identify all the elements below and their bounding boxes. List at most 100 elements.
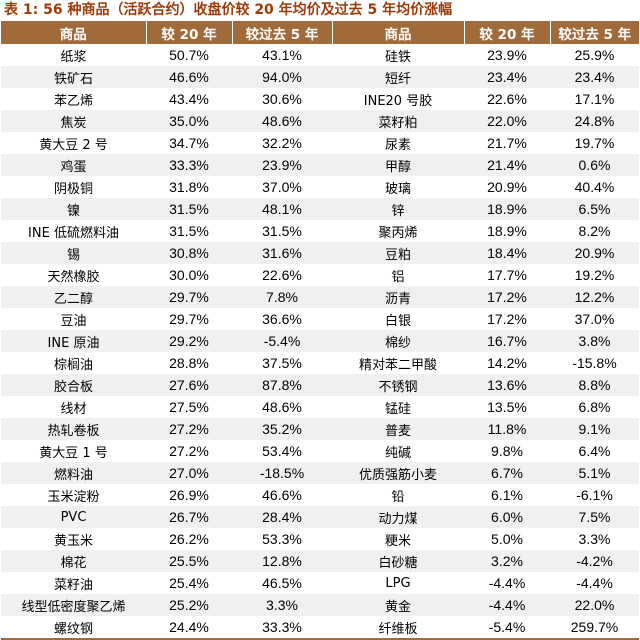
- cell-vs-20y-left: 34.7%: [169, 135, 209, 151]
- cell-vs-20y-left: 29.2%: [146, 330, 232, 352]
- cell-vs-5y-left: 35.2%: [232, 418, 332, 440]
- cell-commodity-right: 铝: [391, 269, 405, 285]
- cell-vs-5y-right: -15.8%: [572, 355, 617, 371]
- cell-vs-5y-left: 22.6%: [262, 267, 302, 283]
- cell-vs-20y-right: 16.7%: [464, 330, 550, 352]
- cell-vs-5y-right: 0.6%: [550, 154, 639, 176]
- cell-commodity-right: 铅: [391, 489, 405, 505]
- cell-vs-5y-left: 43.1%: [262, 47, 302, 63]
- cell-vs-5y-right: -6.1%: [576, 487, 613, 503]
- cell-vs-20y-right: 21.4%: [464, 154, 550, 176]
- cell-commodity-left: 菜籽油: [53, 577, 93, 593]
- cell-commodity-left: INE 原油: [1, 330, 146, 352]
- cell-vs-5y-right: 24.8%: [550, 110, 639, 132]
- cell-vs-5y-left: 37.0%: [262, 179, 302, 195]
- cell-commodity-right: 玻璃: [384, 181, 411, 197]
- header-vs-5y-right: 较过去 5 年: [550, 21, 639, 44]
- table-title: 表 1: 56 种商品（活跃合约）收盘价较 20 年均价及过去 5 年均价涨幅: [4, 2, 453, 18]
- table-row: 镍 31.5% 48.1% 锌 18.9% 6.5%: [1, 198, 639, 220]
- cell-vs-5y-left: 48.1%: [232, 198, 332, 220]
- cell-vs-20y-left: 26.7%: [146, 506, 232, 528]
- cell-commodity-left: 鸡蛋: [1, 154, 146, 176]
- table-row: 黄大豆 1 号 27.2% 53.4% 纯碱 9.8% 6.4%: [1, 440, 639, 462]
- table-row: 菜籽油 25.4% 46.5% LPG -4.4% -4.4%: [1, 572, 639, 594]
- table-row: 铁矿石 46.6% 94.0% 短纤 23.4% 23.4%: [1, 66, 639, 88]
- cell-vs-20y-right: 17.2%: [487, 311, 527, 327]
- cell-vs-20y-left: 31.5%: [169, 223, 209, 239]
- cell-vs-20y-left: 31.8%: [169, 179, 209, 195]
- table-body: 纸浆 50.7% 43.1% 硅铁 23.9% 25.9% 铁矿石 46.6% 94.0% 短纤 2…: [1, 44, 639, 638]
- cell-vs-20y-left: 27.6%: [146, 374, 232, 396]
- cell-vs-20y-left: 29.7%: [146, 286, 232, 308]
- cell-commodity-right: 粳米: [384, 533, 411, 549]
- cell-vs-20y-right: 18.9%: [464, 198, 550, 220]
- cell-vs-20y-right: 21.7%: [487, 135, 527, 151]
- cell-vs-20y-left: 50.7%: [169, 47, 209, 63]
- header-vs-20y-left: 较 20 年: [146, 21, 233, 44]
- cell-vs-5y-right: 8.2%: [578, 223, 611, 239]
- cell-commodity-left: 纸浆: [60, 49, 87, 65]
- cell-vs-20y-left: 27.0%: [146, 462, 232, 484]
- cell-vs-5y-right: 6.8%: [578, 399, 611, 415]
- cell-vs-5y-right: 25.9%: [574, 47, 615, 63]
- cell-commodity-left: 线型低密度聚乙烯: [1, 594, 146, 616]
- cell-commodity-left: 天然橡胶: [47, 269, 100, 285]
- cell-commodity-left: 乙二醇: [1, 286, 146, 308]
- table-row: 天然橡胶 30.0% 22.6% 铝 17.7% 19.2%: [1, 264, 639, 286]
- cell-vs-5y-left: -18.5%: [232, 462, 332, 484]
- cell-vs-20y-right: 9.8%: [491, 443, 523, 459]
- cell-commodity-left: 燃料油: [1, 462, 146, 484]
- cell-vs-5y-right: 12.2%: [550, 286, 639, 308]
- cell-vs-5y-right: 20.9%: [550, 242, 639, 264]
- cell-commodity-left: 苯乙烯: [53, 93, 93, 109]
- cell-commodity-right: 硅铁: [384, 49, 411, 65]
- cell-commodity-right: 棉纱: [332, 330, 464, 352]
- cell-commodity-right: 精对苯二甲酸: [358, 357, 437, 373]
- cell-commodity-left: 黄大豆 1 号: [39, 445, 108, 461]
- cell-commodity-left: 锡: [1, 242, 146, 264]
- cell-commodity-left: 焦炭: [1, 110, 146, 132]
- cell-vs-5y-left: 31.6%: [232, 242, 332, 264]
- cell-vs-20y-right: 5.0%: [491, 531, 523, 547]
- cell-commodity-right: 菜籽粕: [332, 110, 464, 132]
- cell-vs-5y-right: 3.3%: [578, 531, 611, 547]
- table-row: 阴极铜 31.8% 37.0% 玻璃 20.9% 40.4%: [1, 176, 639, 198]
- table-row: 胶合板 27.6% 87.8% 不锈钢 13.6% 8.8%: [1, 374, 639, 396]
- cell-vs-20y-left: 25.2%: [146, 594, 232, 616]
- cell-commodity-left: 镍: [1, 198, 146, 220]
- header-vs-5y-left: 较过去 5 年: [232, 21, 333, 44]
- cell-vs-20y-left: 35.0%: [146, 110, 232, 132]
- cell-vs-5y-left: 36.6%: [262, 311, 302, 327]
- cell-vs-20y-left: 33.3%: [146, 154, 232, 176]
- cell-commodity-right: 纯碱: [384, 445, 411, 461]
- cell-vs-20y-left: 29.7%: [169, 311, 209, 327]
- cell-vs-5y-left: -5.4%: [232, 330, 332, 352]
- cell-vs-20y-right: 17.7%: [487, 267, 527, 283]
- cell-vs-20y-right: 18.9%: [487, 223, 527, 239]
- cell-commodity-left: 棕榈油: [53, 357, 93, 373]
- cell-commodity-left: 黄大豆 2 号: [39, 137, 108, 153]
- cell-vs-20y-right: 22.6%: [487, 91, 527, 107]
- cell-vs-20y-right: 23.4%: [464, 66, 550, 88]
- cell-vs-5y-left: 94.0%: [232, 66, 332, 88]
- cell-vs-20y-right: 6.0%: [464, 506, 550, 528]
- cell-vs-5y-right: 37.0%: [574, 311, 615, 327]
- table-row: 热轧卷板 27.2% 35.2% 普麦 11.8% 9.1%: [1, 418, 639, 440]
- cell-vs-5y-left: 32.2%: [262, 135, 302, 151]
- header-row: 商品 较 20 年 较过去 5 年 商品 较 20 年 较过去 5 年: [1, 21, 639, 44]
- cell-vs-20y-right: -4.4%: [464, 594, 550, 616]
- cell-vs-20y-left: 27.2%: [146, 418, 232, 440]
- cell-commodity-right: 不锈钢: [332, 374, 464, 396]
- cell-vs-20y-right: 3.2%: [464, 550, 550, 572]
- cell-vs-5y-right: 6.4%: [578, 443, 611, 459]
- cell-vs-5y-right: 9.1%: [550, 418, 639, 440]
- table-row: 鸡蛋 33.3% 23.9% 甲醇 21.4% 0.6%: [1, 154, 639, 176]
- cell-vs-20y-right: 14.2%: [487, 355, 527, 371]
- cell-commodity-left: 螺纹钢: [53, 621, 93, 637]
- cell-vs-5y-left: 31.5%: [262, 223, 302, 239]
- cell-commodity-right: INE20 号胶: [363, 93, 433, 109]
- cell-vs-20y-left: 24.4%: [169, 619, 209, 635]
- table-row: 黄玉米 26.2% 53.3% 粳米 5.0% 3.3%: [1, 528, 639, 550]
- cell-commodity-right: 白砂糖: [332, 550, 464, 572]
- cell-vs-5y-left: 12.8%: [232, 550, 332, 572]
